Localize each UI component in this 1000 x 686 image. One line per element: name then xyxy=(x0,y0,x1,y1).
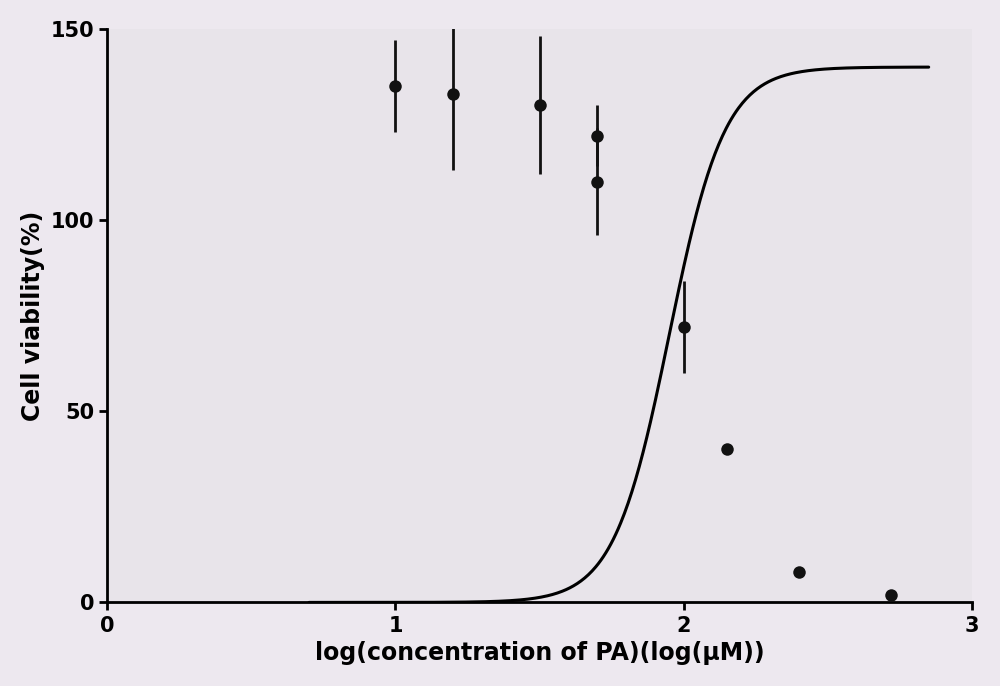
Y-axis label: Cell viability(%): Cell viability(%) xyxy=(21,211,45,421)
X-axis label: log(concentration of PA)(log(μM)): log(concentration of PA)(log(μM)) xyxy=(315,641,764,665)
